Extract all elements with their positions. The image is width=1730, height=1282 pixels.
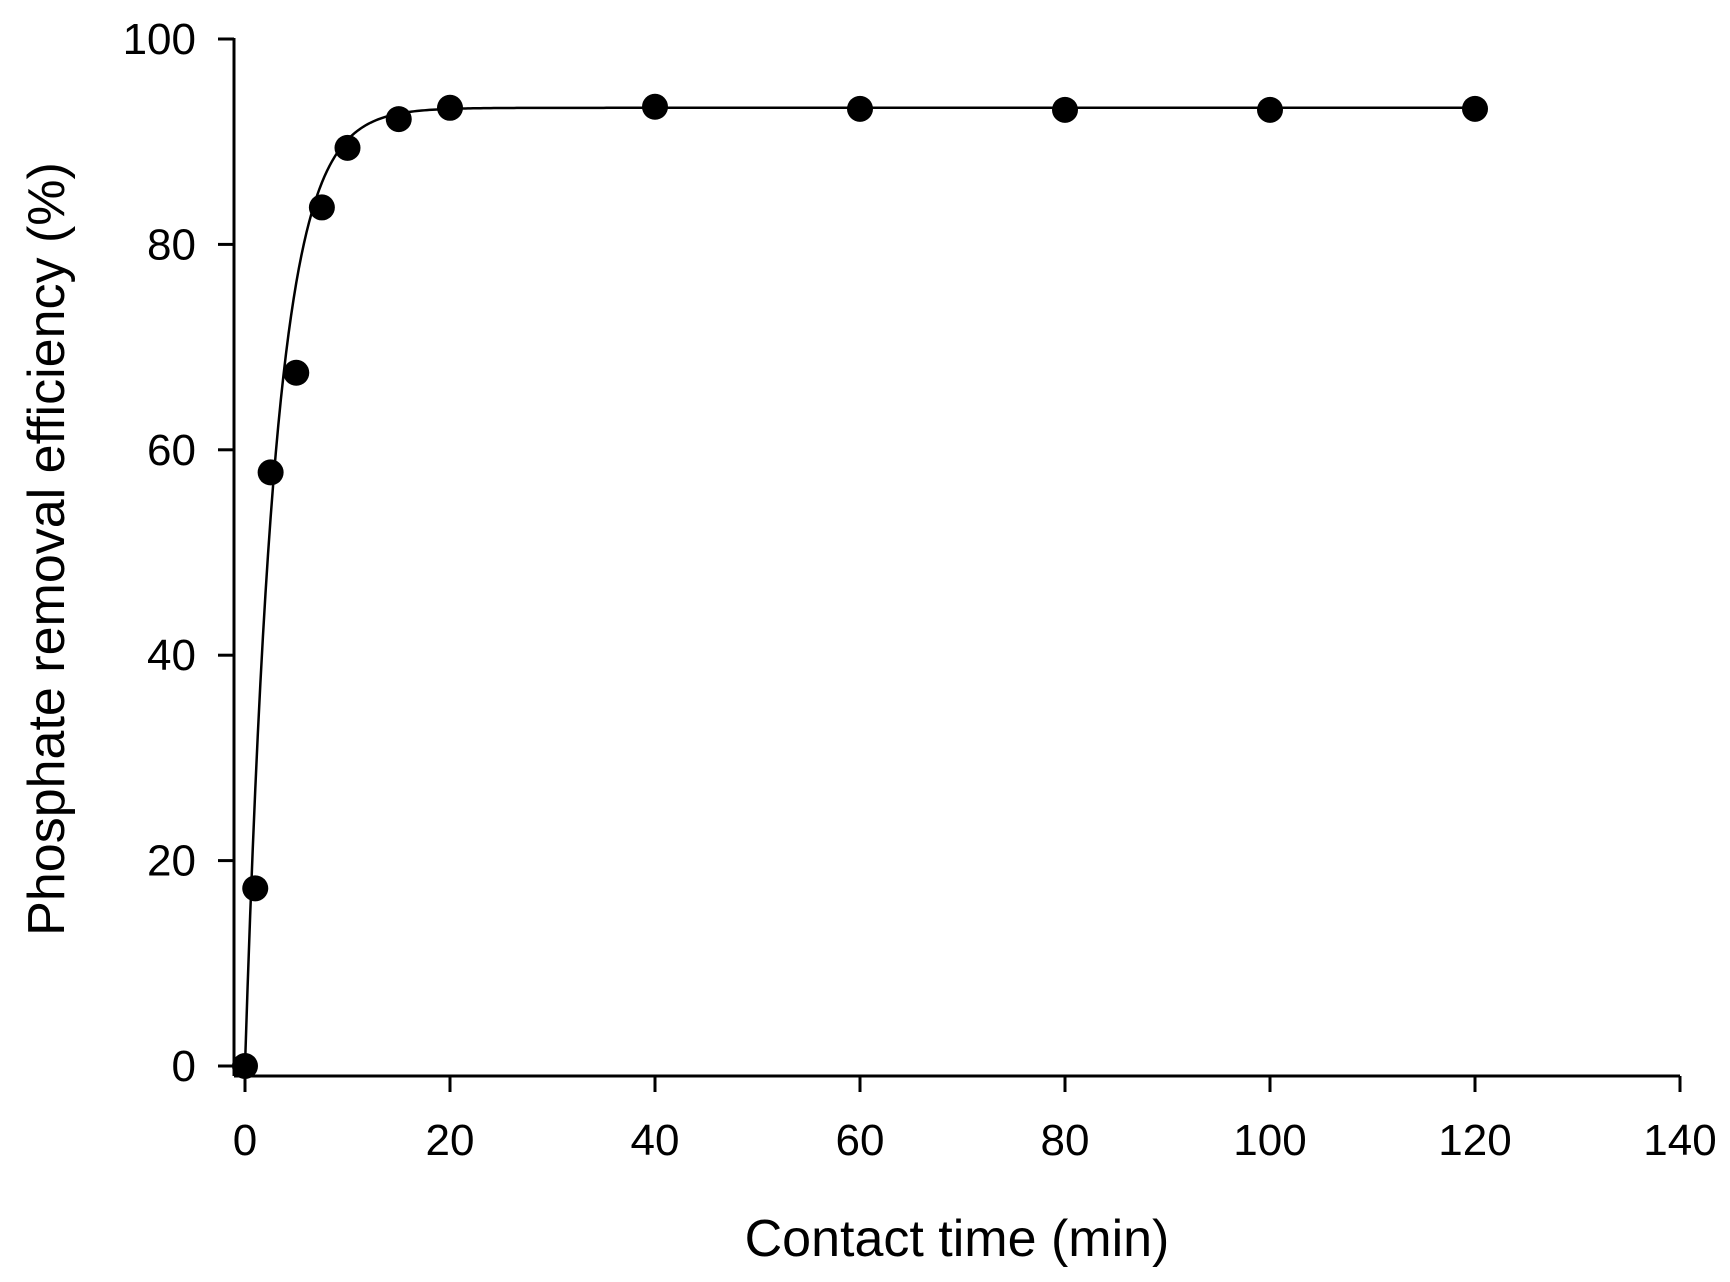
y-tick-label: 80 bbox=[147, 220, 196, 269]
data-point bbox=[1462, 95, 1488, 122]
y-tick-label: 60 bbox=[147, 426, 196, 475]
fit-curve-line bbox=[243, 106, 1475, 1067]
data-point bbox=[334, 134, 361, 161]
x-tick-label: 40 bbox=[631, 1116, 680, 1165]
data-points bbox=[232, 93, 1488, 1079]
y-tick-label: 40 bbox=[147, 631, 196, 680]
y-tick-label: 100 bbox=[123, 15, 196, 64]
x-tick-label: 140 bbox=[1643, 1116, 1716, 1165]
data-point bbox=[385, 106, 412, 133]
x-axis-title: Contact time (min) bbox=[745, 1210, 1170, 1268]
data-point bbox=[232, 1053, 258, 1079]
data-point bbox=[308, 194, 335, 221]
x-tick-label: 0 bbox=[233, 1116, 257, 1165]
x-tick-label: 80 bbox=[1041, 1116, 1090, 1165]
x-tick-label: 120 bbox=[1438, 1116, 1511, 1165]
data-point bbox=[847, 95, 873, 122]
data-point bbox=[1257, 96, 1283, 123]
data-point bbox=[437, 94, 463, 121]
data-point bbox=[1052, 96, 1078, 123]
data-point bbox=[242, 875, 269, 902]
x-tick-label: 20 bbox=[426, 1116, 475, 1165]
y-tick-label: 20 bbox=[147, 837, 196, 886]
data-point bbox=[257, 459, 284, 486]
x-tick-label: 100 bbox=[1233, 1116, 1306, 1165]
x-axis-ticks: 0 20 40 60 80 100 120 140 bbox=[233, 1076, 1717, 1165]
data-point bbox=[283, 359, 310, 386]
y-axis-ticks: 0 20 40 60 80 100 bbox=[123, 15, 234, 1091]
y-tick-label: 0 bbox=[172, 1042, 196, 1091]
y-axis-title: Phosphate removal efficiency (%) bbox=[18, 162, 76, 936]
data-point bbox=[642, 93, 668, 120]
axes: 0 20 40 60 80 100 0 20 40 60 80 100 120 140 bbox=[123, 15, 1717, 1165]
x-tick-label: 60 bbox=[836, 1116, 885, 1165]
